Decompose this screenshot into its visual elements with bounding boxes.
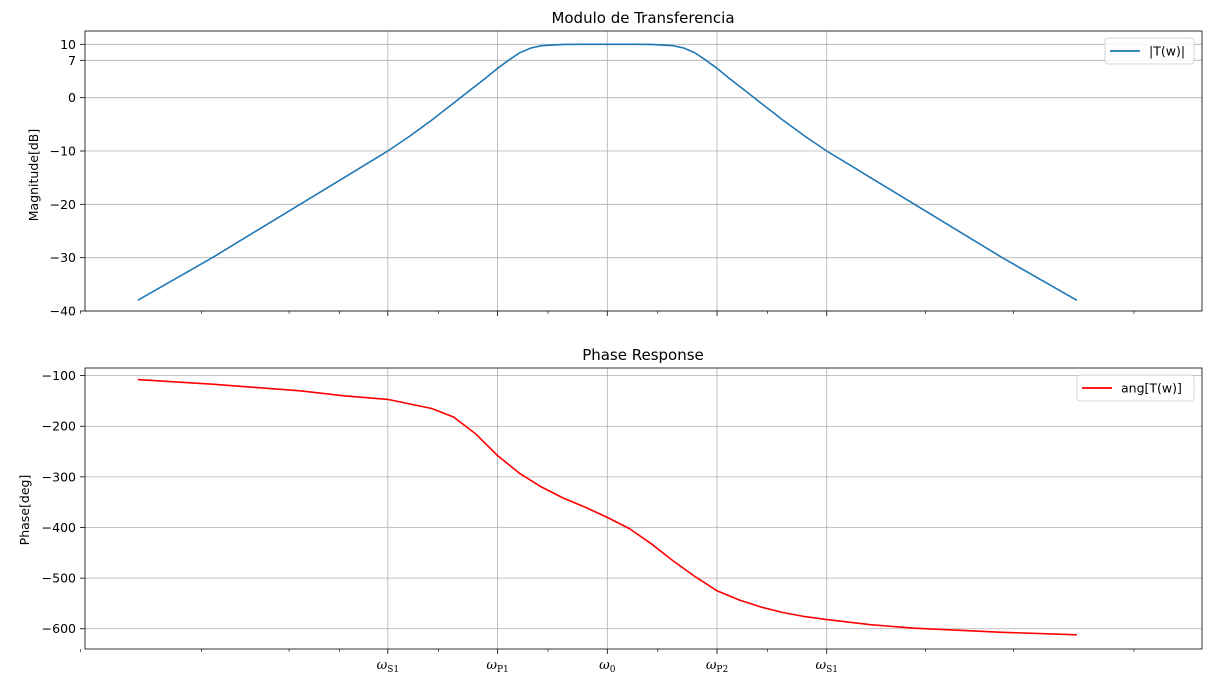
phase-x-tick-label-1: ωP1 [486, 658, 508, 675]
phase-grid [85, 368, 1202, 649]
phase-x-tick-label-3: ωP2 [706, 658, 728, 675]
phase-legend-box [1076, 374, 1195, 402]
phase-axes-frame [84, 367, 1203, 650]
magnitude-y-ticks: 107 0 −10 −20 −30 −40 [50, 37, 85, 319]
magnitude-plot-title: Modulo de Transferencia [551, 9, 734, 27]
phase-x-tick-label-4: ωS1 [815, 658, 838, 675]
phase-legend: ang[T(w)] [1076, 374, 1195, 402]
magnitude-y-axis-label: Magnitude[dB] [26, 129, 41, 222]
magnitude-legend-box [1104, 37, 1195, 65]
magnitude-y-tick-label-1: 7 [68, 53, 76, 68]
magnitude-y-tick-label-3: −10 [50, 144, 76, 159]
phase-y-tick-label-5: −600 [42, 621, 76, 636]
phase-x-tick-label-0: ωS1 [377, 658, 400, 675]
phase-legend-label: ang[T(w)] [1121, 381, 1182, 396]
phase-plot-title: Phase Response [582, 346, 704, 364]
magnitude-y-tick-label-2: 0 [68, 90, 76, 105]
magnitude-plot: Modulo de Transferencia Magnitude[dB] 10… [26, 9, 1203, 319]
phase-y-tick-label-3: −400 [42, 520, 76, 535]
phase-y-tick-label-4: −500 [42, 571, 76, 586]
magnitude-series-line [137, 43, 1078, 301]
magnitude-legend: |T(w)| [1104, 37, 1195, 65]
phase-y-tick-label-2: −300 [42, 469, 76, 484]
magnitude-y-tick-label-6: −40 [50, 304, 76, 319]
magnitude-x-ticks [80, 311, 1135, 316]
magnitude-y-tick-label-0: 10 [60, 37, 76, 52]
magnitude-legend-label: |T(w)| [1149, 44, 1185, 59]
phase-x-ticks: ωS1 ωP1 ω0 ωP2 ωS1 [80, 649, 1135, 675]
magnitude-y-tick-label-5: −30 [50, 250, 76, 265]
phase-y-ticks: −100 −200 −300 −400 −500 −600 [42, 368, 85, 636]
magnitude-grid [85, 31, 1202, 312]
magnitude-y-tick-label-4: −20 [50, 197, 76, 212]
phase-y-tick-label-1: −200 [42, 419, 76, 434]
phase-y-tick-label-0: −100 [42, 368, 76, 383]
phase-series-line [137, 378, 1077, 636]
phase-x-tick-label-2: ω0 [599, 658, 616, 675]
phase-y-axis-label: Phase[deg] [17, 475, 32, 546]
magnitude-axes-frame [84, 30, 1203, 312]
phase-plot: Phase Response Phase[deg] −100 −200 −300 −4… [17, 346, 1203, 675]
